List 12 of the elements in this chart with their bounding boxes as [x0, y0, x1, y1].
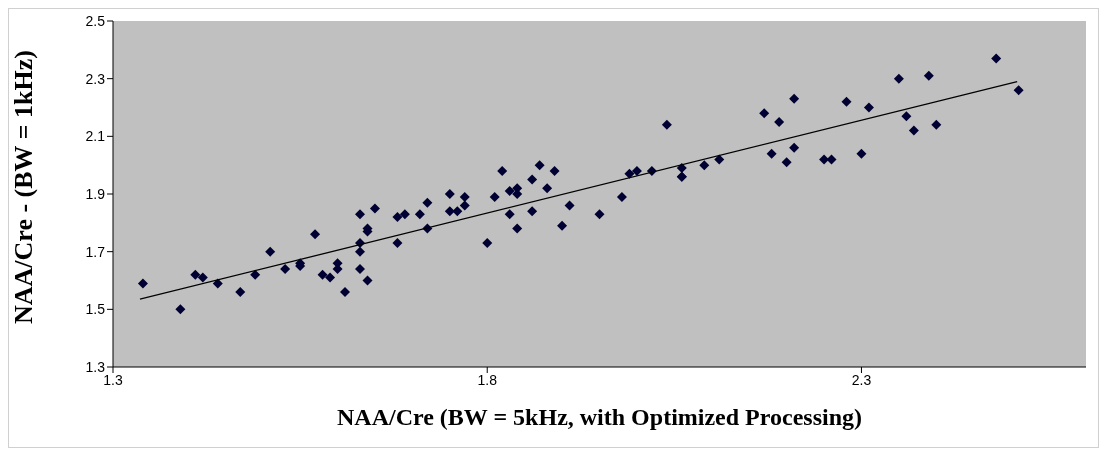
- x-tick-label: 1.3: [103, 371, 123, 388]
- x-tick-label: 1.8: [477, 371, 498, 388]
- y-tick-label: 2.5: [85, 12, 106, 29]
- y-tick-label: 1.9: [85, 185, 106, 202]
- y-tick-label: 2.1: [85, 128, 106, 145]
- y-tick-label: 2.3: [85, 70, 106, 87]
- y-tick-label: 1.3: [85, 358, 106, 375]
- y-axis-title: NAA/Cre - (BW = 1kHz): [9, 50, 39, 324]
- y-tick-label: 1.7: [85, 243, 106, 260]
- y-tick-label: 1.5: [85, 301, 106, 318]
- x-axis-title: NAA/Cre (BW = 5kHz, with Optimized Processing): [337, 404, 862, 430]
- x-tick-label: 2.3: [851, 371, 872, 388]
